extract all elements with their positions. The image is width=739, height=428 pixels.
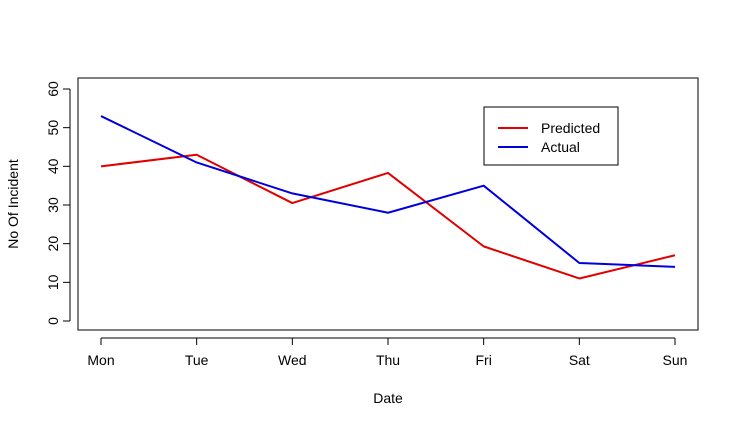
x-axis: Mon Tue Wed Thu Fri Sat Sun (87, 337, 688, 368)
series-line-predicted (100, 153, 676, 280)
x-tick-label: Sat (569, 352, 590, 368)
plot-frame (77, 77, 699, 331)
x-axis-title: Date (373, 390, 403, 406)
y-tick-label: 30 (45, 197, 61, 213)
x-tick-label: Wed (278, 352, 307, 368)
y-tick-label: 0 (45, 317, 61, 325)
x-tick-label: Fri (476, 352, 492, 368)
series-layer (100, 115, 676, 280)
x-tick-label: Thu (376, 352, 400, 368)
series-line-actual (100, 115, 676, 268)
y-tick-label: 50 (45, 120, 61, 136)
y-tick-label: 10 (45, 274, 61, 290)
legend-box (483, 106, 619, 166)
y-tick-label: 60 (45, 81, 61, 97)
legend: Predicted Actual (483, 106, 619, 166)
y-axis-title: No Of Incident (5, 159, 21, 249)
x-tick-label: Tue (185, 352, 209, 368)
legend-label-predicted: Predicted (541, 120, 600, 136)
y-tick-label: 20 (45, 236, 61, 252)
x-tick-label: Mon (87, 352, 114, 368)
legend-label-actual: Actual (541, 139, 580, 155)
y-axis: 0 10 20 30 40 50 60 (45, 81, 71, 325)
y-tick-label: 40 (45, 158, 61, 174)
x-tick-label: Sun (663, 352, 688, 368)
